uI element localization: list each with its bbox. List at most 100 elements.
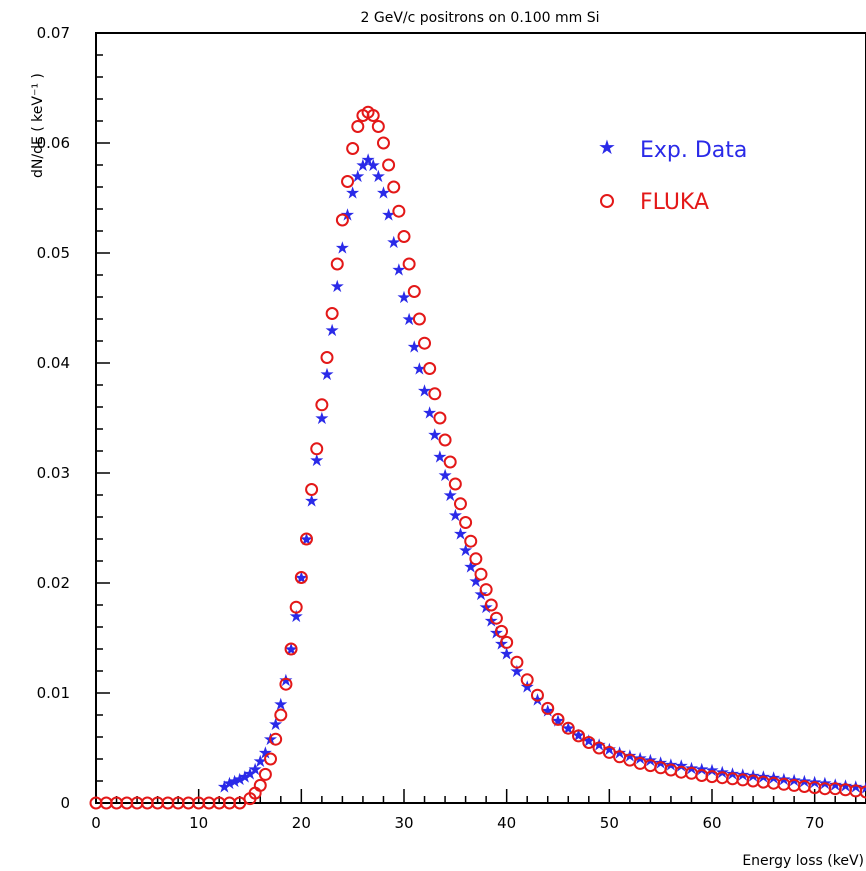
exp-data-point: ★ <box>402 310 417 330</box>
exp-data-point: ★ <box>417 382 432 402</box>
fluka-point <box>346 142 360 155</box>
legend-fluka-marker <box>600 194 614 208</box>
fluka-point <box>366 109 380 122</box>
exp-data-point: ★ <box>396 288 411 308</box>
exp-data-point: ★ <box>222 774 237 794</box>
fluka-point <box>253 778 267 792</box>
exp-data-point: ★ <box>304 492 319 512</box>
fluka-point <box>402 257 416 271</box>
exp-data-point: ★ <box>473 585 488 605</box>
exp-data-point: ★ <box>227 772 242 792</box>
exp-data-point: ★ <box>319 365 334 385</box>
exp-data-point: ★ <box>232 770 247 790</box>
fluka-point <box>289 600 303 614</box>
fluka-point <box>330 257 344 271</box>
fluka-point <box>448 477 462 491</box>
legend-exp-marker: ★ <box>598 135 616 159</box>
plot-frame <box>95 32 866 804</box>
fluka-point <box>392 204 406 218</box>
fluka-point <box>423 362 437 375</box>
exp-data-point: ★ <box>540 702 555 722</box>
fluka-point <box>341 175 355 188</box>
fluka-point <box>479 583 493 597</box>
fluka-point <box>438 433 452 447</box>
fluka-point <box>433 411 447 425</box>
exp-data-point: ★ <box>340 206 355 226</box>
fluka-point <box>530 688 544 702</box>
fluka-point <box>469 552 483 566</box>
fluka-point <box>520 673 534 687</box>
legend: ★ Exp. Data FLUKA <box>598 135 747 215</box>
fluka-point <box>274 708 288 722</box>
y-tick-label: 0 <box>60 794 70 812</box>
fluka-point <box>299 532 313 546</box>
exp-data-point: ★ <box>376 184 391 204</box>
exp-data-point: ★ <box>242 764 257 784</box>
fluka-point <box>397 230 411 243</box>
fluka-point <box>407 285 421 298</box>
fluka-point <box>561 721 575 735</box>
x-axis-label: Energy loss (keV) <box>742 853 864 869</box>
exp-data-point: ★ <box>360 151 375 171</box>
fluka-point <box>305 483 319 496</box>
fluka-point <box>474 567 488 581</box>
fluka-point <box>572 729 586 743</box>
fluka-point <box>371 120 385 133</box>
exp-data-point: ★ <box>335 239 350 259</box>
fluka-point <box>335 213 349 227</box>
y-axis: 0 0.01 0.02 0.03 0.04 0.05 0.06 0.07 <box>37 24 110 812</box>
legend-fluka-label: FLUKA <box>640 190 709 215</box>
x-tick-label: 10 <box>189 814 208 832</box>
exp-data-point: ★ <box>325 321 340 341</box>
fluka-point <box>541 701 555 715</box>
fluka-point <box>264 752 278 766</box>
y-tick-label: 0.01 <box>37 684 70 702</box>
exp-data-point: ★ <box>366 156 381 176</box>
x-tick-label: 0 <box>91 814 101 832</box>
fluka-point <box>418 336 432 350</box>
fluka-point <box>495 624 509 638</box>
fluka-point <box>258 767 272 781</box>
series-fluka <box>89 105 866 810</box>
exp-data-point: ★ <box>437 466 452 486</box>
x-tick-label: 30 <box>394 814 413 832</box>
y-tick-label: 0.02 <box>37 574 70 592</box>
exp-data-point: ★ <box>253 752 268 772</box>
fluka-point <box>510 655 524 669</box>
fluka-point <box>351 120 365 133</box>
exp-data-point: ★ <box>314 409 329 429</box>
exp-data-point: ★ <box>499 644 514 664</box>
exp-data-point: ★ <box>448 506 463 526</box>
fluka-point <box>387 180 401 194</box>
x-tick-label: 50 <box>600 814 619 832</box>
exp-data-point: ★ <box>386 233 401 253</box>
fluka-point <box>412 312 426 326</box>
fluka-point <box>294 571 308 584</box>
fluka-point <box>551 712 565 726</box>
exp-data-point: ★ <box>237 768 252 788</box>
fluka-point <box>582 736 596 749</box>
exp-data-point: ★ <box>258 743 273 763</box>
fluka-point <box>859 785 866 799</box>
chart-title: 2 GeV/c positrons on 0.100 mm Si <box>361 10 600 26</box>
y-tick-label: 0.07 <box>37 24 70 42</box>
y-tick-label: 0.04 <box>37 354 70 372</box>
y-tick-label: 0.03 <box>37 464 70 482</box>
fluka-point <box>376 136 390 150</box>
fluka-point <box>269 732 283 746</box>
x-tick-label: 70 <box>805 814 824 832</box>
legend-exp-label: Exp. Data <box>640 138 747 163</box>
fluka-point <box>453 497 467 511</box>
exp-data-point: ★ <box>309 451 324 471</box>
fluka-point <box>320 351 334 364</box>
fluka-point <box>443 455 457 469</box>
fluka-point <box>464 534 478 548</box>
exp-data-point: ★ <box>217 778 232 798</box>
fluka-point <box>428 387 442 401</box>
x-axis: 0 10 20 30 40 50 60 70 <box>91 789 857 832</box>
exp-data-point: ★ <box>345 184 360 204</box>
fluka-point <box>279 677 293 691</box>
exp-data-point: ★ <box>453 525 468 545</box>
x-tick-label: 40 <box>497 814 516 832</box>
